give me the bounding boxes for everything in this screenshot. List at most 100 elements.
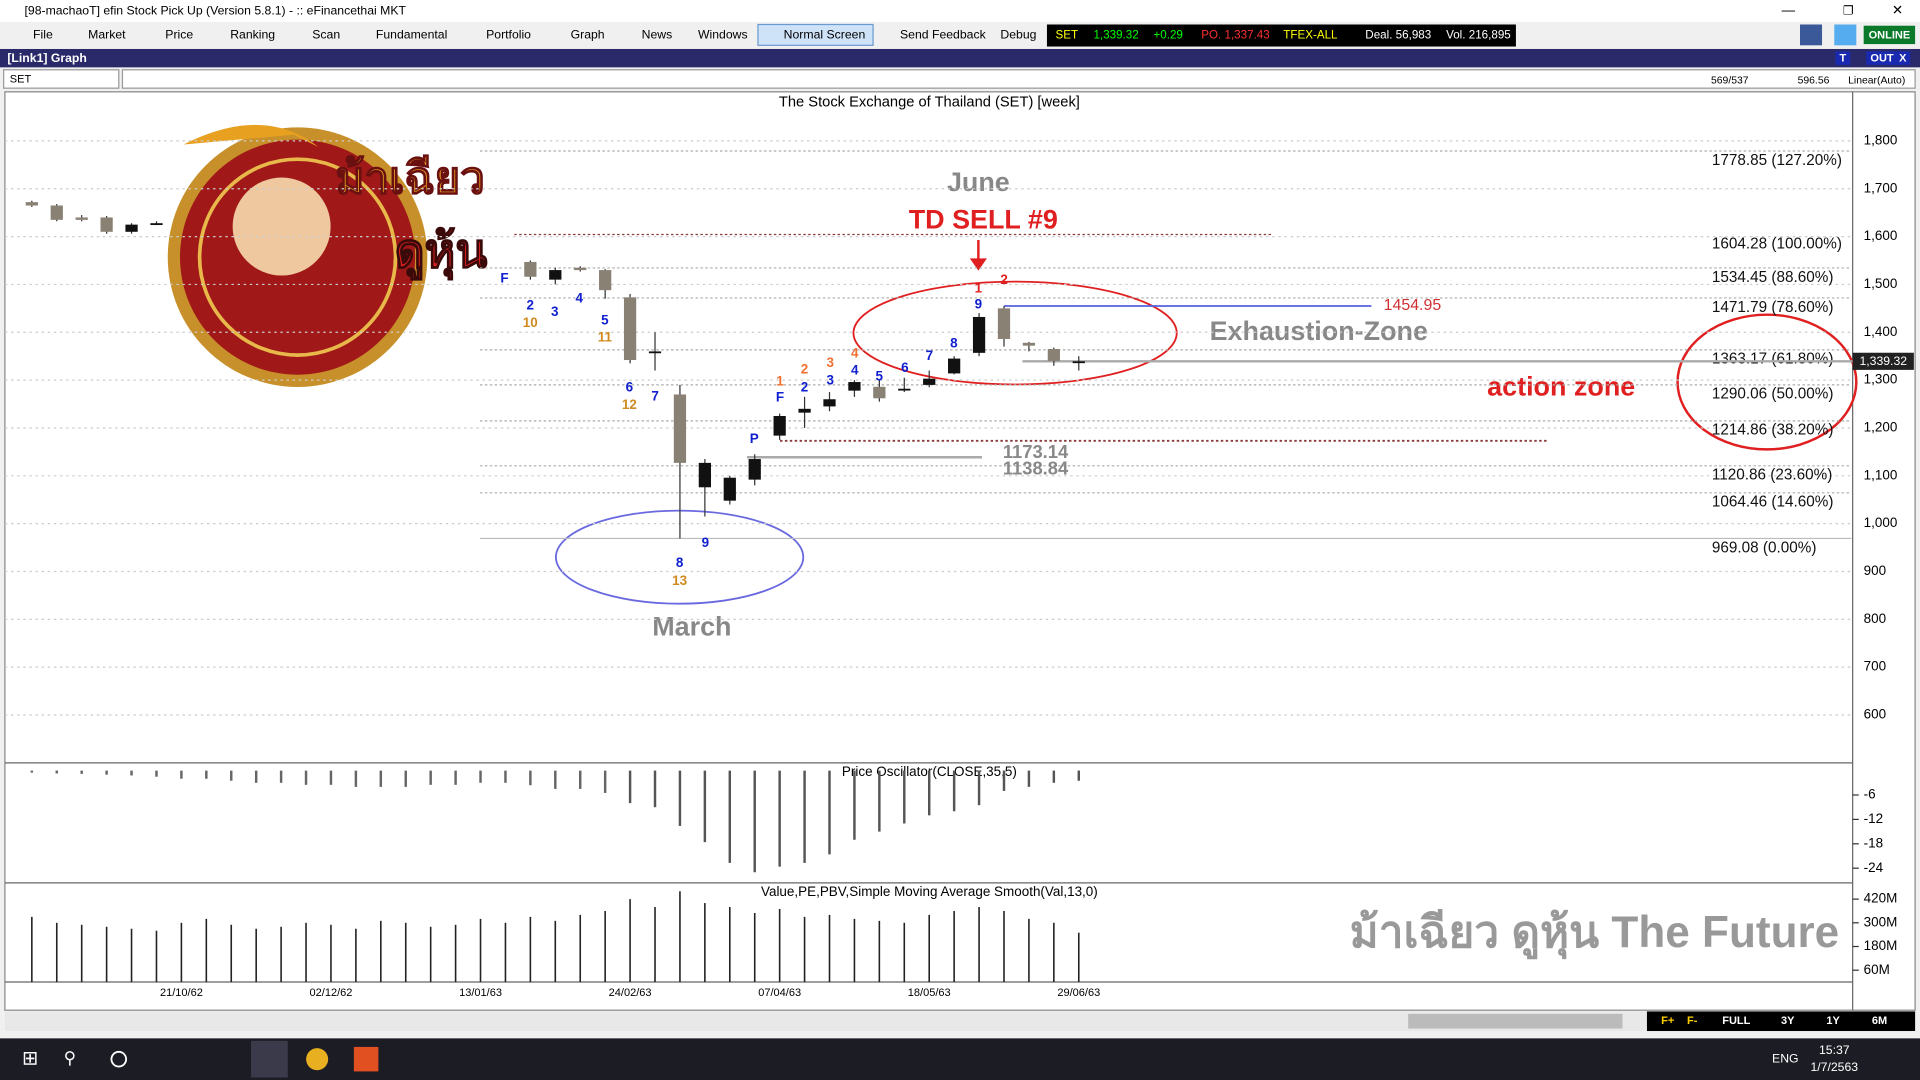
menu-item[interactable]: Fundamental [376,28,447,42]
td-label: 2 [1000,272,1007,287]
menu-item[interactable]: Portfolio [486,28,531,42]
osc-tick-label: -24 [1864,860,1884,875]
fib-label: 1778.85 (127.20%) [1712,152,1842,169]
td-label: 10 [523,315,538,330]
candle-body [599,270,612,291]
ticker: TFEX-ALL [1283,29,1338,42]
chart-title: The Stock Exchange of Thailand (SET) [we… [779,95,1080,111]
panel-info: 569/537 [1711,76,1749,87]
online-bg [1863,25,1916,45]
menu-item[interactable]: Scan [312,28,340,42]
ticker: 1,339.32 [1093,29,1138,42]
fib-label: 1214.86 (38.20%) [1712,422,1834,439]
symbol-box[interactable] [3,69,120,89]
start[interactable]: ⊞ [22,1047,38,1069]
vol-tick-label: 420M [1864,891,1898,906]
y-tick-label: 1,500 [1864,276,1898,291]
candle-body [524,261,537,277]
candle-body [873,386,886,399]
menu-item[interactable]: Market [88,28,126,42]
vol-tick-label: 180M [1864,938,1898,953]
x-tick-label: 18/05/63 [908,987,951,999]
annotation: Exhaustion-Zone [1210,316,1428,346]
td-label: 4 [851,345,859,360]
td-label: 6 [901,360,908,375]
fib-label: 1120.86 (23.60%) [1712,467,1832,484]
menu-item[interactable]: Graph [571,28,605,42]
panel-info: 596.56 [1798,76,1830,87]
title-bar [0,0,1920,23]
y-tick-label: 600 [1864,707,1886,722]
fib-label: 1363.17 (61.80%) [1712,351,1834,368]
panel-button[interactable] [1866,51,1898,65]
menu-item[interactable]: Normal Screen [784,28,866,42]
facebook[interactable] [1800,24,1823,46]
range-button[interactable]: FULL [1722,1015,1750,1027]
candle-body [898,388,911,391]
panel-button[interactable] [1835,51,1851,65]
panel-button[interactable] [1895,51,1911,65]
osc-tick-label: -18 [1864,835,1883,850]
fib-label: 1290.06 (50.00%) [1712,386,1834,403]
y-tick-label: 1,800 [1864,132,1898,147]
y-tick-label: 1,400 [1864,324,1898,339]
task-app[interactable] [251,1040,288,1078]
candle-body [549,270,562,280]
x-tick-label: 24/02/63 [609,987,652,999]
x-tick-label: 29/06/63 [1057,987,1100,999]
ticker-bg [1046,24,1516,47]
range-button[interactable]: 1Y [1826,1015,1840,1027]
symbol: SET [10,73,32,85]
vol-tick-label: 300M [1864,914,1898,929]
minimize[interactable]: — [1782,3,1796,18]
candle-body [1047,349,1060,361]
command-box[interactable] [121,69,1916,89]
maximize[interactable]: ❐ [1843,3,1854,17]
candle-body [723,477,736,501]
lang: ENG [1772,1051,1799,1065]
menu-item[interactable]: File [33,28,53,42]
twitter[interactable] [1834,24,1857,46]
td-label: 7 [651,388,658,403]
menu-highlight [757,23,874,46]
y-tick-label: 1,700 [1864,180,1898,195]
task-app[interactable] [353,1046,379,1072]
last-label: 1,339.32 [1859,354,1907,368]
panel-button-label: OUT [1870,53,1894,65]
td-label: 7 [926,348,933,363]
taskbar [0,1038,1920,1080]
range-button[interactable]: 3Y [1781,1015,1795,1027]
menu-item[interactable]: Price [165,28,193,42]
menu-item[interactable]: Send Feedback [900,28,987,42]
range-button[interactable]: 6M [1872,1015,1887,1027]
menu-item[interactable]: Debug [1000,28,1036,42]
range-bar [1646,1011,1916,1032]
candle-body [997,308,1011,339]
menu-item[interactable]: Windows [698,28,748,42]
search[interactable]: ⚲ [64,1048,77,1068]
level-label: 1138.84 [1003,457,1069,478]
last-tag [1852,352,1914,370]
close[interactable]: ✕ [1892,3,1903,18]
candle-body [923,378,936,385]
candle-body [125,224,138,232]
cortana[interactable] [110,1050,128,1068]
arrow-head [969,258,987,271]
logo-text: ม้าเฉียว [335,154,484,203]
y-tick-label: 800 [1864,611,1886,626]
annotation: June [947,167,1010,197]
scroll-thumb[interactable] [1408,1013,1623,1029]
candle-body [623,297,637,361]
menu-item[interactable]: Ranking [230,28,275,42]
fib-label: 1064.46 (14.60%) [1712,494,1834,511]
action-circle [1676,313,1858,451]
task-chrome[interactable] [306,1048,329,1071]
td-label: 5 [875,369,883,384]
menu-item[interactable]: News [642,28,673,42]
range-button[interactable]: F+ [1661,1015,1674,1027]
fib-label: 969.08 (0.00%) [1712,539,1817,556]
candle-body [150,223,163,226]
td-label: 13 [672,573,687,588]
range-button[interactable]: F- [1687,1015,1698,1027]
annotation: action zone [1487,371,1635,401]
